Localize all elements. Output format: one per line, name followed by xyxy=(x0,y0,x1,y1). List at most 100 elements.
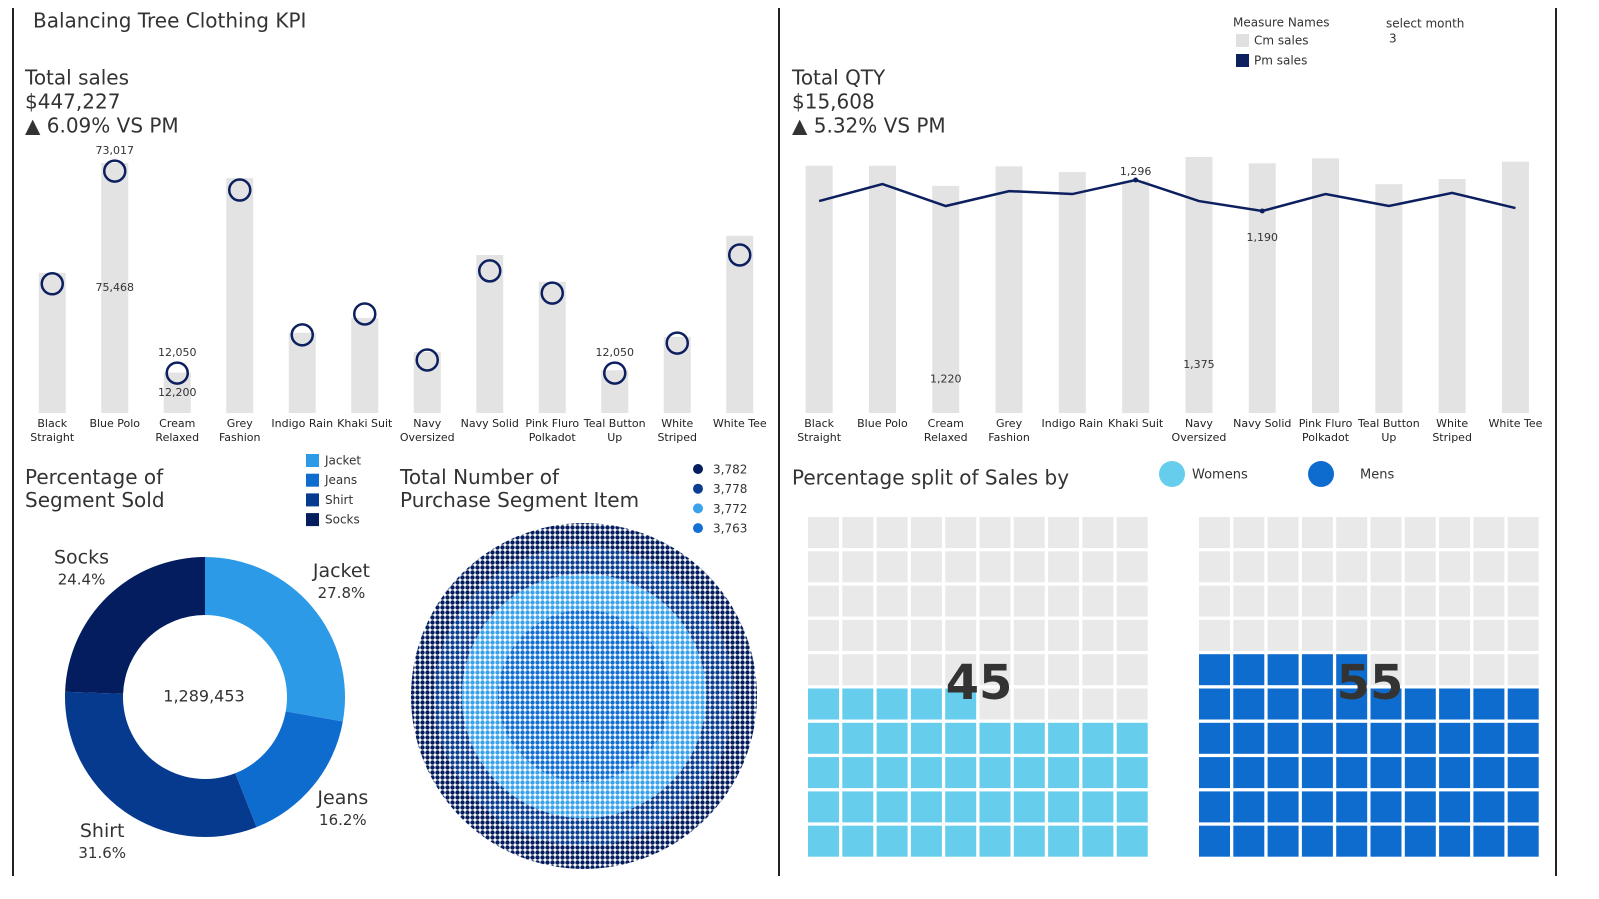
legend-label: Womens xyxy=(1192,468,1248,483)
slice-value: 16.2% xyxy=(319,811,367,829)
legend-label: Pm sales xyxy=(1254,54,1307,68)
waffle-cell xyxy=(1267,585,1299,617)
filter-label: select month xyxy=(1386,17,1464,31)
waffle-cell xyxy=(979,825,1011,857)
waffle-cell xyxy=(1439,722,1471,754)
marker xyxy=(103,159,127,183)
legend-label: Jeans xyxy=(324,473,357,487)
x-tick-label: Navy Solid xyxy=(460,417,519,430)
waffle-cell xyxy=(1336,551,1368,583)
marker xyxy=(603,361,627,385)
slice-label: Jacket xyxy=(312,560,370,582)
waffle-cell xyxy=(1439,654,1471,686)
waffle-cell xyxy=(910,688,942,720)
bar xyxy=(1375,184,1403,413)
waffle-cell xyxy=(1082,517,1114,548)
waffle-cell xyxy=(1336,654,1368,686)
waffle-cell xyxy=(1116,791,1148,823)
waffle-cell xyxy=(1404,688,1436,720)
x-tick-label: Teal Button Up xyxy=(1357,417,1420,444)
legend-label: Socks xyxy=(325,513,360,527)
waffle-cell xyxy=(1370,722,1402,754)
waffle-cell xyxy=(1233,688,1265,720)
waffle-cell xyxy=(1013,722,1045,754)
waffle-cell xyxy=(1473,722,1505,754)
waffle-cell xyxy=(1370,688,1402,720)
bar xyxy=(1501,161,1529,413)
chart-title: Total QTY xyxy=(791,66,886,90)
x-tick-label: White Tee xyxy=(1488,417,1543,430)
waffle-cell xyxy=(1082,722,1114,754)
waffle-cell xyxy=(1404,791,1436,823)
bar xyxy=(1058,172,1086,413)
waffle-cell xyxy=(1473,585,1505,617)
legend-swatch xyxy=(1236,34,1249,47)
waffle-cell xyxy=(1267,722,1299,754)
waffle-cell xyxy=(1199,722,1230,754)
waffle-cell xyxy=(1301,654,1333,686)
waffle-cell xyxy=(910,722,942,754)
waffle-cell xyxy=(1507,551,1539,583)
x-tick-label: Teal Button Up xyxy=(583,417,646,444)
waffle-cell xyxy=(1404,551,1436,583)
waffle-cell xyxy=(1233,654,1265,686)
waffle-cell xyxy=(1116,551,1148,583)
legend-dot xyxy=(693,523,703,534)
waffle-value: 45 xyxy=(946,655,1013,711)
waffle-cell xyxy=(1082,757,1114,789)
waffle-cell xyxy=(1116,654,1148,686)
marker xyxy=(540,281,564,305)
waffle-cell xyxy=(808,551,839,583)
value-label: 1,190 xyxy=(1247,231,1279,244)
waffle-cell xyxy=(876,688,908,720)
waffle-value: 55 xyxy=(1337,655,1404,711)
bar xyxy=(226,178,254,413)
filter-value[interactable]: 3 xyxy=(1389,32,1397,46)
waffle-cell xyxy=(1507,619,1539,651)
waffle-cell xyxy=(1267,654,1299,686)
x-tick-label: Pink Fluro Polkadot xyxy=(525,417,580,444)
waffle-cell xyxy=(1301,585,1333,617)
bar xyxy=(413,352,441,413)
marker xyxy=(290,323,314,347)
waffle-cell xyxy=(1116,825,1148,857)
waffle-cell xyxy=(1082,654,1114,686)
waffle-cell xyxy=(1233,722,1265,754)
waffle-cell xyxy=(1199,825,1230,857)
waffle-cell xyxy=(842,654,874,686)
waffle-cell xyxy=(808,585,839,617)
marker xyxy=(415,348,439,372)
bar xyxy=(38,272,66,413)
segment-ring xyxy=(461,573,707,819)
legend-dot xyxy=(693,464,703,474)
legend-swatch xyxy=(306,493,319,507)
waffle-cell xyxy=(842,791,874,823)
donut-slice xyxy=(65,557,205,694)
waffle-cell xyxy=(1404,585,1436,617)
x-tick-label: Grey Fashion xyxy=(218,417,261,444)
waffle-cell xyxy=(1473,551,1505,583)
waffle-cell xyxy=(910,517,942,548)
waffle-cell xyxy=(1439,791,1471,823)
value-label: 1,220 xyxy=(930,372,962,385)
value-label: 12,050 xyxy=(158,346,197,359)
waffle-cell xyxy=(1233,825,1265,857)
waffle-cell xyxy=(1507,654,1539,686)
waffle-cell xyxy=(876,619,908,651)
x-tick-label: Black Straight xyxy=(797,417,842,444)
waffle-cell xyxy=(1116,619,1148,651)
waffle-cell xyxy=(1507,825,1539,857)
waffle-cell xyxy=(979,722,1011,754)
waffle-cell xyxy=(1048,757,1080,789)
waffle-cell xyxy=(876,551,908,583)
waffle-cell xyxy=(1439,688,1471,720)
waffle-cell xyxy=(1507,757,1539,789)
x-tick-label: Khaki Suit xyxy=(337,417,393,430)
waffle-cell xyxy=(1013,517,1045,548)
waffle-cell xyxy=(1404,619,1436,651)
line xyxy=(818,178,1516,213)
legend-swatch xyxy=(1236,54,1249,67)
waffle-cell xyxy=(1370,517,1402,548)
x-tick-label: Cream Relaxed xyxy=(155,417,200,444)
